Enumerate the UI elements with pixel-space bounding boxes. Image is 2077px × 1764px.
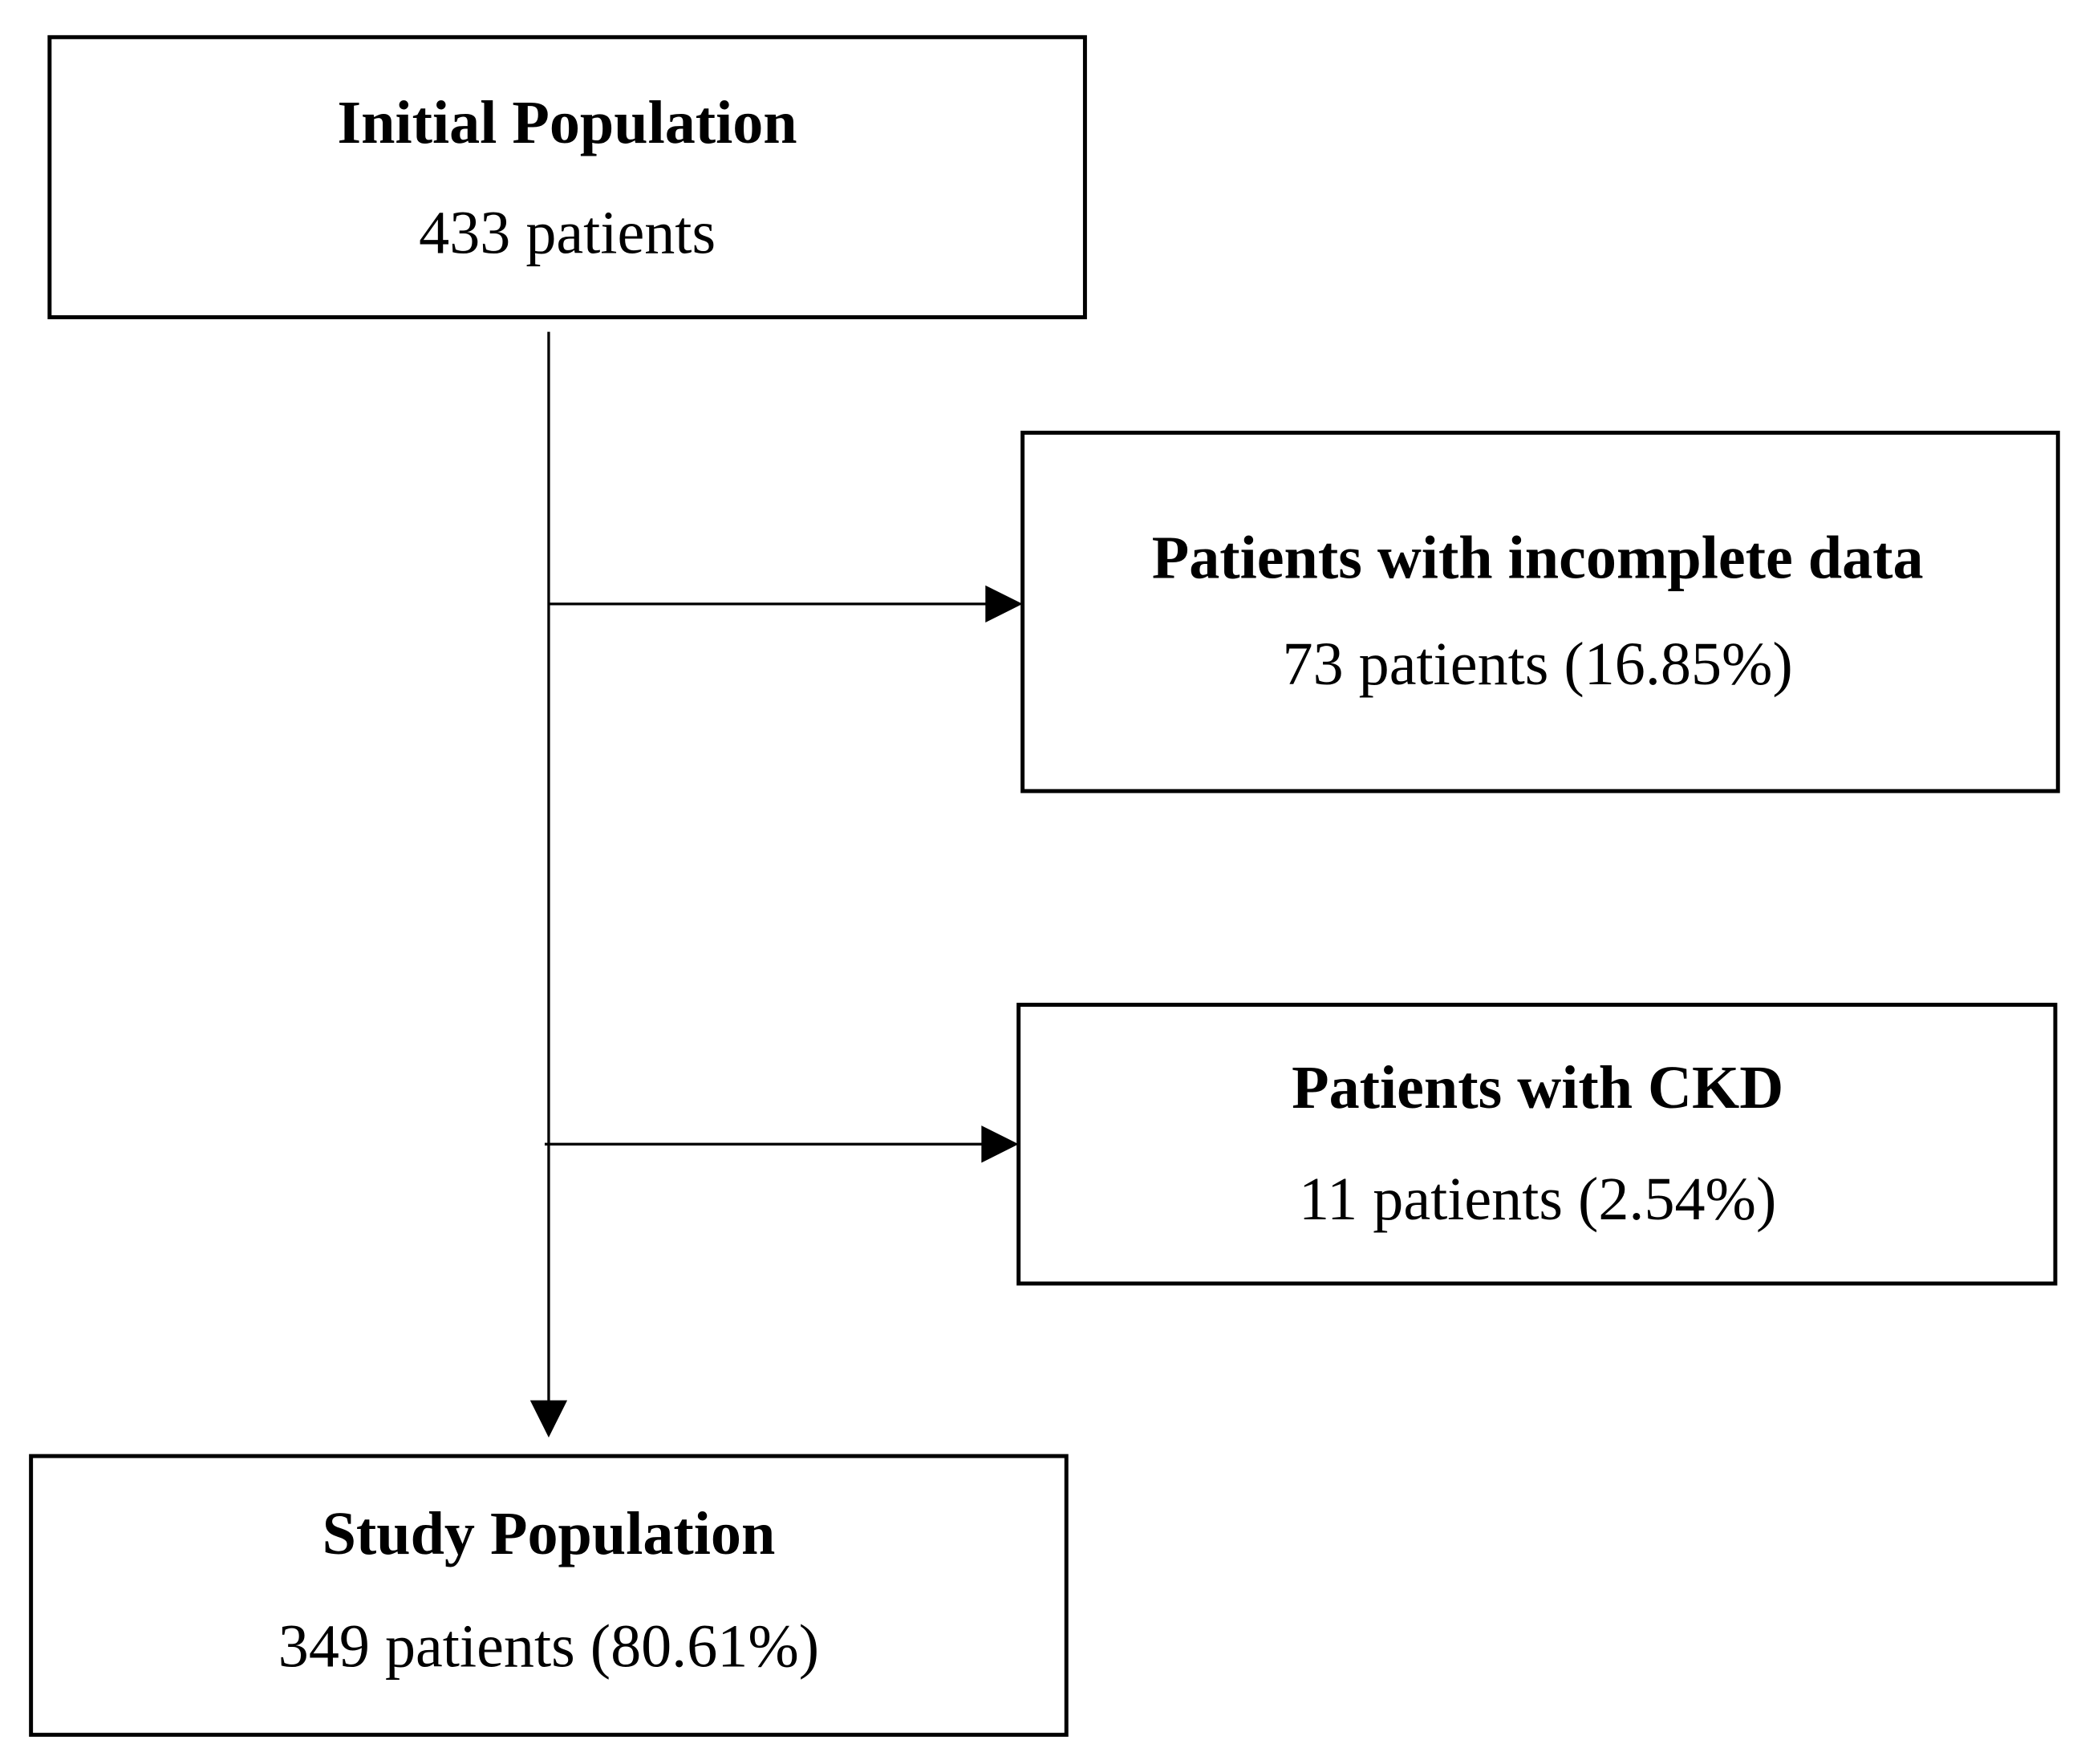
node: Initial Population 433 patients <box>47 34 1087 319</box>
node-text: 73 patients (16.85%) <box>1283 631 1793 698</box>
arrow-head <box>529 1400 568 1438</box>
node-title: Initial Population <box>338 89 797 156</box>
node-box <box>47 34 1087 319</box>
arrow-head <box>985 585 1023 623</box>
node-text: 11 patients (2.54%) <box>1299 1166 1776 1233</box>
arrow-head <box>981 1125 1019 1163</box>
node-box <box>1020 430 2060 793</box>
node: Patients with incomplete data 73 patient… <box>1020 430 2060 793</box>
node: Study Population 349 patients (80.61%) <box>29 1454 1069 1738</box>
node-title: Study Population <box>323 1500 776 1567</box>
node-box <box>29 1454 1069 1738</box>
node: Patients with CKD 11 patients (2.54%) <box>1016 1003 2058 1286</box>
node-text: 433 patients <box>419 199 716 266</box>
node-text: 349 patients (80.61%) <box>278 1612 819 1680</box>
node-title: Patients with incomplete data <box>1152 525 1924 592</box>
node-title: Patients with CKD <box>1292 1054 1783 1121</box>
node-box <box>1016 1003 2058 1286</box>
